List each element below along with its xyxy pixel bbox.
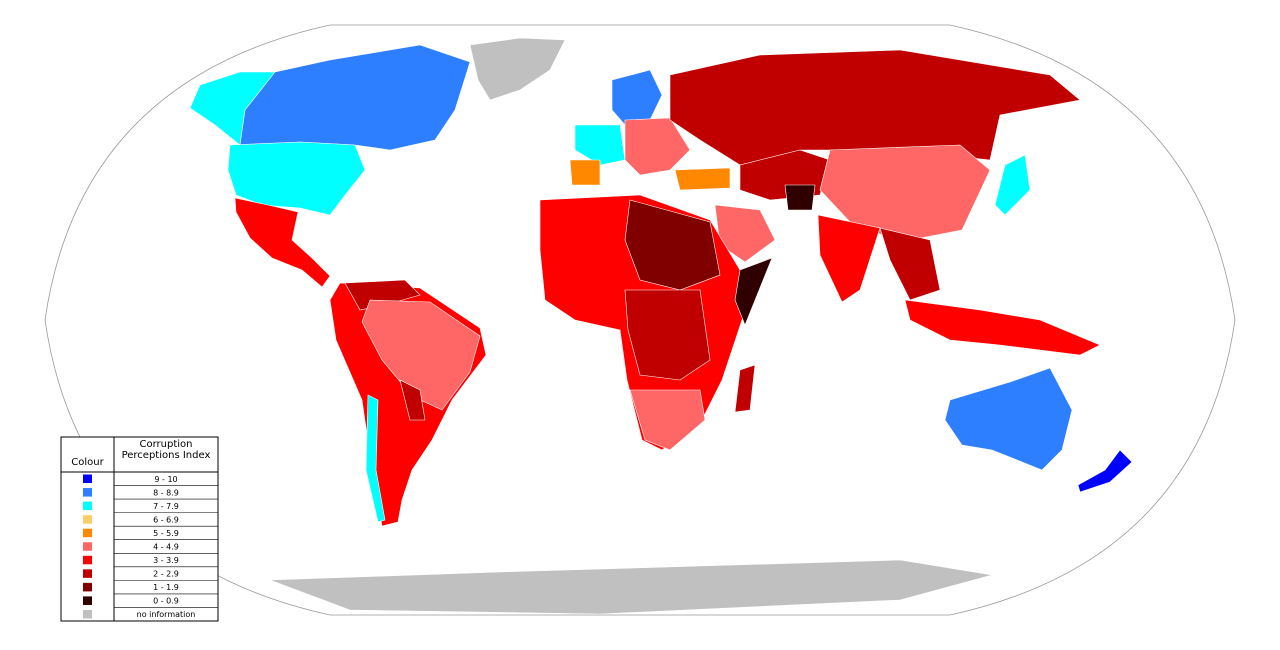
legend-label: 8 - 8.9 bbox=[153, 488, 179, 497]
legend-label: 2 - 2.9 bbox=[153, 570, 179, 579]
legend: Colour Corruption Perceptions Index 9 - … bbox=[60, 436, 219, 622]
legend-swatch bbox=[83, 474, 92, 484]
legend-label: 1 - 1.9 bbox=[153, 583, 179, 592]
legend-swatch bbox=[83, 582, 92, 592]
legend-swatch bbox=[83, 542, 92, 551]
legend-label: no information bbox=[137, 610, 196, 619]
legend-swatch bbox=[83, 488, 92, 497]
legend-swatch bbox=[83, 515, 92, 524]
legend-label: 9 - 10 bbox=[154, 475, 177, 484]
legend-label: 0 - 0.9 bbox=[153, 597, 179, 606]
countries bbox=[189, 37, 1133, 615]
legend-label: 4 - 4.9 bbox=[153, 543, 179, 552]
legend-swatch bbox=[83, 528, 92, 538]
legend-label: 5 - 5.9 bbox=[153, 529, 179, 538]
legend-label: 6 - 6.9 bbox=[153, 515, 179, 524]
legend-header: Corruption Perceptions Index bbox=[121, 439, 211, 461]
legend-swatch bbox=[83, 569, 92, 578]
legend-label: 7 - 7.9 bbox=[153, 502, 179, 511]
legend-swatch bbox=[83, 596, 92, 605]
legend-label: 3 - 3.9 bbox=[153, 556, 179, 565]
legend-swatch bbox=[83, 555, 92, 565]
legend-header: Colour bbox=[71, 457, 104, 468]
legend-header-box: Corruption Perceptions Index bbox=[121, 439, 211, 461]
legend-swatch bbox=[83, 609, 92, 619]
legend-swatch bbox=[83, 501, 92, 511]
